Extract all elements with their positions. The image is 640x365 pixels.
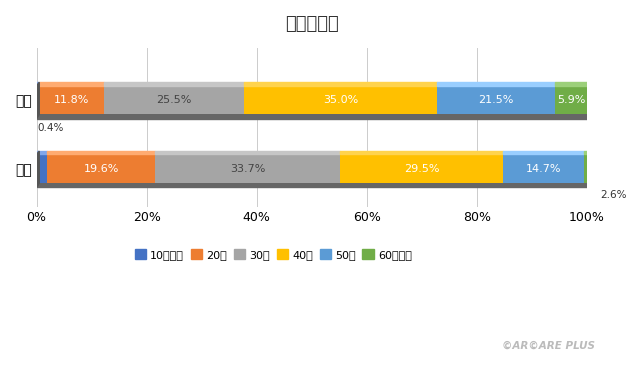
Bar [104, 85, 244, 115]
Bar [47, 151, 155, 154]
Bar [244, 85, 437, 115]
Bar [503, 151, 584, 154]
Text: 35.0%: 35.0% [323, 95, 358, 105]
Bar [36, 154, 47, 183]
Text: 21.5%: 21.5% [478, 95, 514, 105]
Title: 性別・年代: 性別・年代 [285, 15, 339, 33]
Bar [36, 85, 39, 115]
Bar [584, 151, 598, 154]
Bar [39, 82, 104, 85]
Bar [155, 151, 340, 154]
Bar [155, 154, 340, 183]
Bar [503, 154, 584, 183]
Polygon shape [36, 151, 39, 187]
Text: 25.5%: 25.5% [156, 95, 191, 105]
Text: 5.9%: 5.9% [557, 95, 586, 105]
Bar [39, 85, 104, 115]
Text: 2.6%: 2.6% [600, 190, 627, 200]
Text: ©AR©ARE PLUS: ©AR©ARE PLUS [502, 341, 595, 350]
Bar [36, 115, 588, 119]
Bar [584, 154, 598, 183]
Bar [555, 85, 588, 115]
Bar [340, 154, 503, 183]
Bar [47, 154, 155, 183]
Text: 11.8%: 11.8% [54, 95, 89, 105]
Text: 0.4%: 0.4% [38, 123, 64, 133]
Bar [244, 82, 437, 85]
Bar [104, 82, 244, 85]
Bar [36, 183, 598, 187]
Polygon shape [36, 82, 39, 119]
Text: 14.7%: 14.7% [525, 164, 561, 174]
Legend: 10代以下, 20代, 30代, 40代, 50代, 60代以上: 10代以下, 20代, 30代, 40代, 50代, 60代以上 [131, 245, 417, 264]
Bar [36, 151, 47, 154]
Bar [36, 82, 39, 85]
Text: 29.5%: 29.5% [404, 164, 440, 174]
Bar [340, 151, 503, 154]
Text: 33.7%: 33.7% [230, 164, 266, 174]
Bar [555, 82, 588, 85]
Text: 19.6%: 19.6% [83, 164, 118, 174]
Bar [437, 82, 555, 85]
Bar [437, 85, 555, 115]
